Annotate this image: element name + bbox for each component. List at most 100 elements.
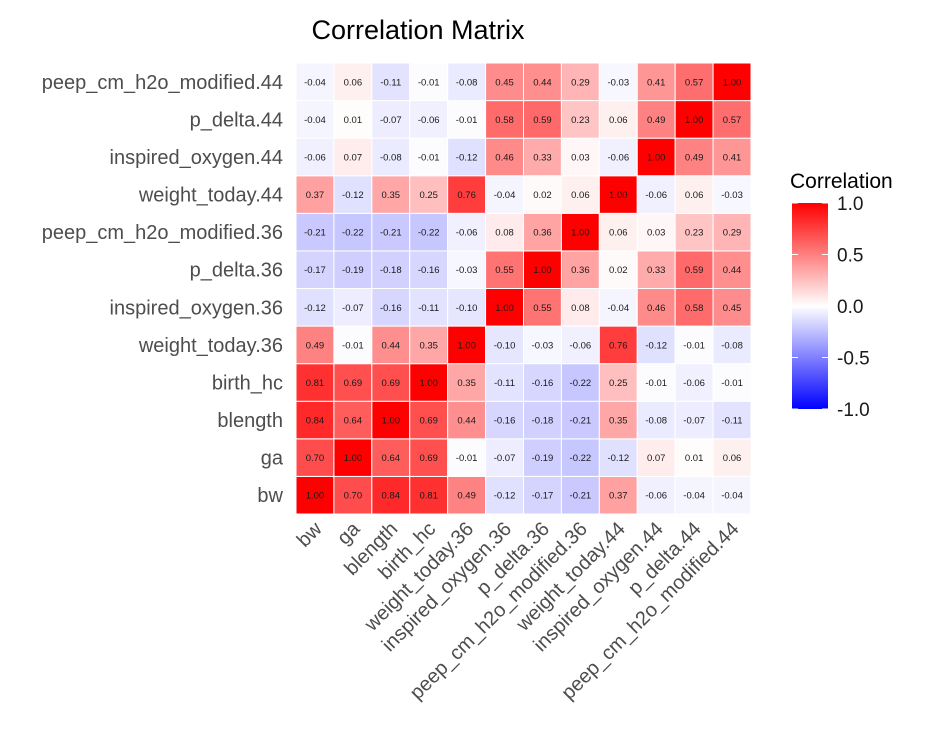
cell-value-label: 1.00 [647,152,666,163]
cell-value-label: -0.22 [342,228,364,239]
heatmap-cell [333,250,373,290]
heatmap-cell [598,363,638,402]
heatmap-cell [636,62,676,102]
y-tick-label: weight_today.36 [138,335,283,357]
heatmap-cell [598,475,638,515]
heatmap-cell [636,400,676,440]
cell-value-label: -0.04 [304,77,326,88]
heatmap-cell [674,62,714,102]
cell-value-label: 0.45 [495,77,514,88]
cell-value-label: -0.12 [645,340,667,351]
cell-value-label: 0.01 [344,115,363,126]
heatmap-cell [485,325,525,365]
heatmap-cell [371,175,411,214]
heatmap-cell [636,212,676,252]
cell-value-label: -0.10 [494,340,516,351]
legend-title: Correlation [790,170,893,193]
cell-value-label: -0.21 [570,416,592,427]
cell-value-label: 1.00 [344,453,363,464]
heatmap-cell [485,288,525,327]
heatmap-cell [523,438,562,477]
cell-value-label: 0.03 [571,152,590,163]
heatmap-cell [598,175,638,214]
cell-value-label: 0.37 [306,190,325,201]
cell-value-label: -0.10 [456,303,478,314]
cell-value-label: -0.11 [380,77,401,88]
cell-value-label: -0.07 [342,303,364,314]
cell-value-label: -0.12 [304,303,326,314]
cell-value-label: 0.59 [685,265,704,276]
cell-value-label: -0.03 [607,77,629,88]
heatmap-cell [485,438,525,477]
cell-value-label: -0.11 [722,416,743,427]
heatmap-cells: 1.00 0.70 0.84 0.81 0.49 -0.12 -0.17 -0.21 0.37 -… [295,62,752,515]
y-tick-label: ga [261,448,284,470]
heatmap-cell [712,438,752,477]
cell-value-label: -0.17 [532,491,554,502]
cell-value-label: -0.16 [380,303,402,314]
legend-tick-label: 1.0 [837,194,863,215]
cell-value-label: 0.76 [609,340,628,351]
chart-title: Correlation Matrix [311,15,525,45]
y-tick-label: birth_hc [212,372,283,394]
heatmap-cell [333,100,373,139]
cell-value-label: 0.49 [457,491,476,502]
cell-value-label: 0.06 [609,228,628,239]
cell-value-label: -0.01 [683,340,705,351]
cell-value-label: -0.06 [570,340,592,351]
heatmap-cell [371,100,411,139]
cell-value-label: 0.02 [533,190,552,201]
y-tick-label: p_delta.36 [190,260,283,282]
cell-value-label: -0.19 [342,265,364,276]
cell-value-label: 0.44 [723,265,742,276]
legend-tick-label: 0.5 [837,246,863,267]
cell-value-label: -0.03 [721,190,743,201]
legend-tick-label: -1.0 [837,400,870,421]
cell-value-label: 0.69 [419,416,438,427]
x-tick-label: bw [293,518,327,552]
cell-value-label: 0.70 [344,491,363,502]
cell-value-label: 0.36 [571,265,590,276]
cell-value-label: 1.00 [457,340,476,351]
cell-value-label: 0.84 [382,491,401,502]
cell-value-label: 0.41 [647,77,666,88]
cell-value-label: -0.06 [683,378,705,389]
cell-value-label: -0.21 [304,228,326,239]
cell-value-label: -0.06 [456,228,478,239]
heatmap-cell [485,100,525,139]
cell-value-label: 0.35 [609,416,628,427]
cell-value-label: 0.46 [495,152,514,163]
heatmap-cell [523,100,562,139]
heatmap-cell [485,62,525,102]
heatmap-cell [712,250,752,290]
heatmap-cell [447,438,487,477]
cell-value-label: 0.35 [382,190,401,201]
heatmap-cell [447,212,487,252]
y-axis-tick-labels: bw ga blength birth_hc weight_today.36 inspir… [42,72,284,507]
heatmap-cell [560,100,600,139]
cell-value-label: -0.07 [494,453,516,464]
cell-value-label: 0.70 [306,453,325,464]
cell-value-label: 0.64 [344,416,363,427]
heatmap-cell [674,212,714,252]
heatmap-cell [295,100,335,139]
cell-value-label: 0.69 [382,378,401,389]
heatmap-cell [712,137,752,177]
heatmap-cell [447,62,487,102]
cell-value-label: -0.06 [418,115,440,126]
cell-value-label: -0.04 [683,491,705,502]
heatmap-cell [636,137,676,177]
cell-value-label: -0.03 [532,340,554,351]
cell-value-label: 0.25 [419,190,438,201]
heatmap-cell [295,288,335,327]
heatmap-cell [333,363,373,402]
cell-value-label: 0.08 [495,228,514,239]
heatmap-cell [371,137,411,177]
cell-value-label: -0.01 [456,453,478,464]
cell-value-label: 0.49 [647,115,666,126]
cell-value-label: 0.06 [344,77,363,88]
cell-value-label: -0.22 [418,228,440,239]
cell-value-label: -0.01 [418,77,440,88]
heatmap-cell [636,475,676,515]
